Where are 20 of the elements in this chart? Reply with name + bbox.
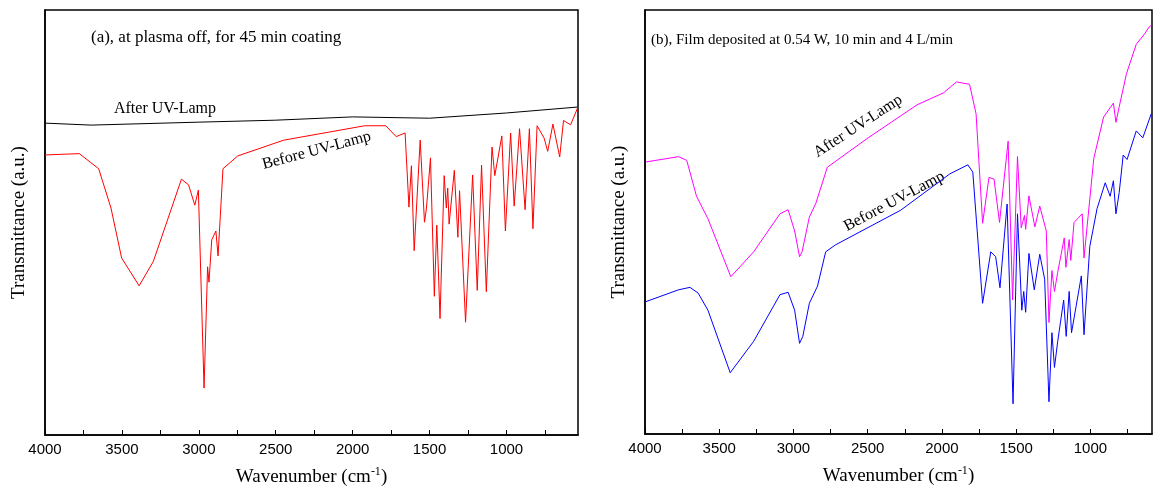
chart-title: (a), at plasma off, for 45 min coating bbox=[91, 27, 342, 46]
x-tick-label: 1500 bbox=[412, 440, 447, 457]
x-tick-label: 2500 bbox=[259, 440, 293, 457]
x-tick-label: 2500 bbox=[851, 439, 885, 456]
x-tick-label: 1000 bbox=[489, 440, 524, 457]
x-tick-label: 2000 bbox=[335, 440, 370, 457]
text: Before UV-Lamp bbox=[260, 126, 373, 173]
x-tick-label: 2000 bbox=[925, 439, 959, 456]
x-tick-label: 4000 bbox=[28, 440, 62, 457]
y-axis-title: Transmittance (a.u.) bbox=[607, 145, 629, 299]
x-tick-label: 4000 bbox=[628, 439, 662, 456]
y-axis-title: Transmittance (a.u.) bbox=[7, 146, 29, 299]
x-tick-label: 3000 bbox=[182, 440, 216, 457]
chart-title: (b), Film deposited at 0.54 W, 10 min and 4 L/min bbox=[651, 30, 954, 48]
x-tick-label: 3500 bbox=[105, 440, 139, 457]
x-tick-label: 1000 bbox=[1073, 439, 1108, 456]
series-label: After UV-Lamp bbox=[113, 98, 217, 117]
x-tick-label: 1500 bbox=[999, 439, 1033, 456]
x-tick-label: 3500 bbox=[702, 439, 736, 456]
x-tick-label: 3000 bbox=[776, 439, 811, 456]
